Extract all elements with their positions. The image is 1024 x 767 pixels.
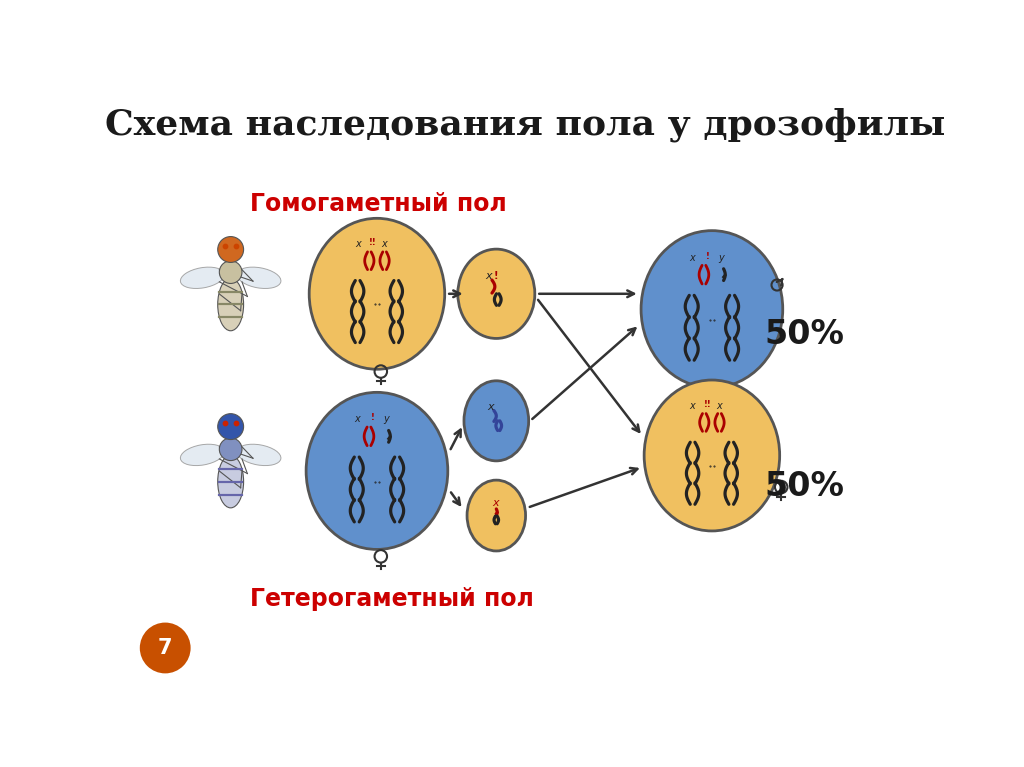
Text: !!: !! <box>369 239 377 248</box>
Text: x: x <box>492 498 499 508</box>
Text: x: x <box>717 401 722 411</box>
Text: x: x <box>487 402 494 412</box>
Text: x: x <box>485 272 492 281</box>
Text: !: ! <box>706 252 710 261</box>
Circle shape <box>218 236 244 262</box>
Text: Схема наследования пола у дрозофилы: Схема наследования пола у дрозофилы <box>104 107 945 142</box>
Text: x: x <box>354 239 360 249</box>
Ellipse shape <box>237 444 281 466</box>
Ellipse shape <box>180 444 224 466</box>
Ellipse shape <box>219 261 242 284</box>
Ellipse shape <box>218 278 244 331</box>
Text: 50%: 50% <box>764 318 844 351</box>
Ellipse shape <box>219 438 242 460</box>
Text: 7: 7 <box>158 638 172 658</box>
FancyBboxPatch shape <box>125 87 925 688</box>
Ellipse shape <box>218 456 244 508</box>
Ellipse shape <box>644 380 779 531</box>
Text: x: x <box>354 414 359 424</box>
Circle shape <box>218 413 244 439</box>
Text: y: y <box>719 252 724 262</box>
Ellipse shape <box>458 249 535 338</box>
Text: !: ! <box>494 271 498 281</box>
Text: y: y <box>384 414 389 424</box>
Ellipse shape <box>464 380 528 461</box>
Text: x: x <box>689 252 694 262</box>
Text: Гетерогаметный пол: Гетерогаметный пол <box>250 588 534 611</box>
Ellipse shape <box>237 267 281 288</box>
Text: !!: !! <box>703 400 712 409</box>
Ellipse shape <box>180 267 224 288</box>
Text: 50%: 50% <box>764 469 844 503</box>
Ellipse shape <box>641 231 782 388</box>
Text: x: x <box>382 239 387 249</box>
Circle shape <box>140 623 190 673</box>
Text: x: x <box>690 401 695 411</box>
Text: Гомогаметный пол: Гомогаметный пол <box>250 192 507 216</box>
Ellipse shape <box>309 219 444 369</box>
Ellipse shape <box>467 480 525 551</box>
Text: !: ! <box>371 413 375 423</box>
Ellipse shape <box>306 393 447 549</box>
